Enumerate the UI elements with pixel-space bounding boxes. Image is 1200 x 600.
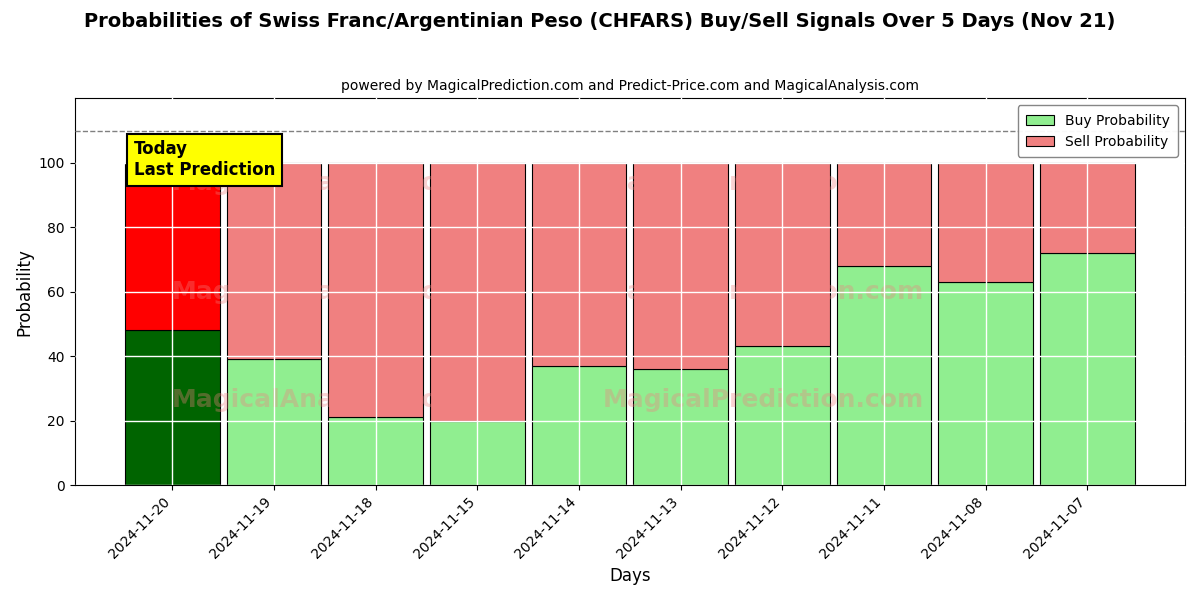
- Legend: Buy Probability, Sell Probability: Buy Probability, Sell Probability: [1018, 105, 1178, 157]
- Title: powered by MagicalPrediction.com and Predict-Price.com and MagicalAnalysis.com: powered by MagicalPrediction.com and Pre…: [341, 79, 919, 93]
- Bar: [430, 421, 524, 485]
- Bar: [430, 163, 524, 421]
- Bar: [1040, 253, 1134, 485]
- Bar: [532, 366, 626, 485]
- Text: Probabilities of Swiss Franc/Argentinian Peso (CHFARS) Buy/Sell Signals Over 5 D: Probabilities of Swiss Franc/Argentinian…: [84, 12, 1116, 31]
- Text: MagicalPrediction.com: MagicalPrediction.com: [602, 388, 924, 412]
- Y-axis label: Probability: Probability: [16, 248, 34, 335]
- Text: MagicalAnalysis.com: MagicalAnalysis.com: [172, 280, 466, 304]
- Bar: [1040, 163, 1134, 253]
- Bar: [938, 163, 1033, 282]
- Text: MagicalAnalysis.com: MagicalAnalysis.com: [172, 172, 466, 196]
- Text: MagicalPrediction.com: MagicalPrediction.com: [602, 280, 924, 304]
- X-axis label: Days: Days: [610, 567, 650, 585]
- Bar: [634, 163, 728, 369]
- Text: Today
Last Prediction: Today Last Prediction: [133, 140, 275, 179]
- Bar: [938, 282, 1033, 485]
- Bar: [836, 266, 931, 485]
- Bar: [329, 418, 422, 485]
- Text: MagicalAnalysis.com: MagicalAnalysis.com: [172, 388, 466, 412]
- Text: MagicalPrediction.com: MagicalPrediction.com: [602, 172, 924, 196]
- Bar: [227, 359, 322, 485]
- Bar: [125, 331, 220, 485]
- Bar: [736, 163, 829, 346]
- Bar: [736, 346, 829, 485]
- Bar: [634, 369, 728, 485]
- Bar: [227, 163, 322, 359]
- Bar: [836, 163, 931, 266]
- Bar: [329, 163, 422, 418]
- Bar: [532, 163, 626, 366]
- Bar: [125, 163, 220, 331]
